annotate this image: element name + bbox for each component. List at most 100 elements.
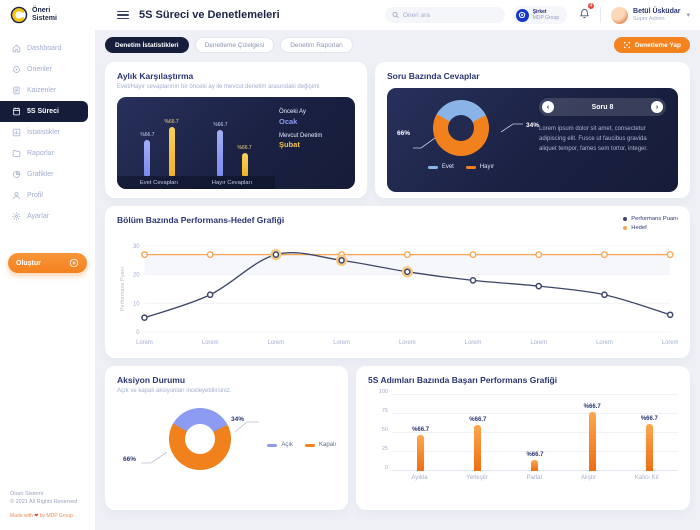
- x-tick-label: Lorem: [202, 340, 219, 346]
- sidebar-item-label: Profil: [27, 192, 43, 199]
- notification-badge: 4: [587, 2, 596, 10]
- x-tick-label: Lorem: [399, 340, 416, 346]
- sidebar-item-label: Öneriler: [27, 66, 52, 73]
- steps-x-axis: Ayıkla Yerleştir Parlat Alıştır Kalıcı Kıl: [392, 475, 678, 481]
- x-tick-label: Alıştır: [580, 475, 597, 481]
- monthly-comparison-card: Aylık Karşılaştırma Evet/Hayır cevapları…: [105, 62, 367, 198]
- prev-question-button[interactable]: ‹: [542, 101, 554, 113]
- create-button[interactable]: Oluştur: [8, 253, 87, 273]
- user-info: Betül Üsküdar Super Admin: [633, 8, 680, 23]
- bar: [645, 423, 653, 471]
- sidebar-item-label: Kaizenler: [27, 87, 57, 94]
- bell-icon: [580, 8, 589, 19]
- x-tick-label: Lorem: [333, 340, 350, 346]
- bar-Ocak: %66.7: [213, 122, 228, 176]
- bar: [168, 127, 175, 176]
- company-selector[interactable]: Şirket MDP Group: [512, 6, 568, 24]
- bar: [588, 411, 596, 471]
- y-tick-label: 50: [381, 427, 388, 433]
- bar-value-label: %66.7: [526, 452, 544, 459]
- legend-item-acik: Açık: [267, 442, 293, 448]
- search-input[interactable]: [402, 11, 498, 19]
- app-logo[interactable]: Öneri Sistemi: [0, 6, 95, 24]
- legend-swatch: [623, 226, 628, 231]
- monthly-card-subtitle: Evet/Hayır cevaplarının bir önceki ay il…: [117, 84, 320, 90]
- bar-ayıkla: %66.7: [412, 427, 429, 471]
- hamburger-icon[interactable]: [117, 10, 129, 20]
- monthly-chart-panel: %66.7 %66.7 %66.7 %66.7 Evet Cevapları Hayı…: [117, 97, 355, 189]
- bar-Şubat: %66.7: [165, 119, 179, 176]
- bar-value-label: %66.7: [469, 417, 487, 424]
- gridline: [392, 451, 678, 452]
- sidebar: Dashboard Öneriler Kaizenler 5S Süreci İstat…: [0, 30, 95, 530]
- legend-item-evet: Evet: [427, 164, 454, 170]
- sidebar-item-grafikler[interactable]: Grafikler: [0, 164, 95, 185]
- person-icon: [13, 192, 20, 200]
- performance-card-title: Bölüm Bazında Performans-Hedef Grafiği: [117, 215, 285, 225]
- steps-bar-chart: 0 25 50 75 100 %66.7 %66.7 %66.7 %66.7 %66.7 Ayık…: [368, 389, 678, 481]
- x-tick-label: Yerleştir: [466, 475, 488, 481]
- kapali-swatch: [304, 443, 315, 447]
- x-tick-label: Ayıkla: [411, 475, 428, 481]
- x-tick-label: Lorem: [465, 340, 482, 346]
- notifications-button[interactable]: 4: [579, 2, 596, 24]
- action-card-title: Aksiyon Durumu: [117, 375, 186, 385]
- sidebar-item-label: Raporlar: [27, 150, 54, 157]
- sidebar-item-5s-süreci[interactable]: 5S Süreci: [0, 101, 88, 122]
- question-answers-card: Soru Bazında Cevaplar 66% 34% Evet: [375, 62, 690, 198]
- question-donut-area: 66% 34% Evet Hayır: [397, 96, 539, 184]
- target-point: [535, 251, 543, 259]
- chevron-down-icon[interactable]: ▾: [686, 12, 690, 19]
- sidebar-item-kaizenler[interactable]: Kaizenler: [0, 80, 95, 101]
- sidebar-item-profil[interactable]: Profil: [0, 185, 95, 206]
- target-icon: [13, 66, 20, 73]
- next-question-button[interactable]: ›: [651, 101, 663, 113]
- tab-denetleme-çizelgesi[interactable]: Denetleme Çizelgesi: [194, 37, 275, 53]
- document-icon: [13, 86, 20, 95]
- current-audit-label: Mevcut Denetim: [279, 132, 323, 139]
- bar-alıştır: %66.7: [584, 404, 601, 471]
- question-chart-panel: 66% 34% Evet Hayır: [387, 88, 678, 192]
- tab-group: Denetim İstatistikleri Denetleme Çizelges…: [105, 37, 359, 53]
- action-legend: Açık Kapalı: [267, 442, 336, 448]
- sidebar-item-raporlar[interactable]: Raporlar: [0, 143, 95, 164]
- sidebar-item-label: Dashboard: [27, 45, 62, 52]
- bar-value-label: %66.7: [140, 132, 155, 139]
- target-point: [403, 251, 411, 259]
- search-icon: [392, 11, 399, 18]
- action-card-subtitle: Açık ve kapalı aksiyonları inceleyebilir…: [117, 388, 232, 394]
- header-divider: [600, 7, 602, 23]
- search-bar[interactable]: [384, 7, 505, 23]
- gear-icon: [12, 212, 21, 221]
- tab-denetim-raporları[interactable]: Denetim Raporları: [280, 37, 353, 53]
- target-point: [469, 251, 477, 259]
- legend-swatch: [623, 217, 628, 222]
- monthly-info: Önceki Ay Ocak Mevcut Denetim Şubat: [275, 97, 355, 189]
- page-title: 5S Süreci ve Denetlemeleri: [139, 9, 280, 21]
- question-description: Lorem ipsum dolor sit amet, consectetur …: [539, 126, 648, 152]
- header: Öneri Sistemi 5S Süreci ve Denetlemeleri…: [0, 0, 700, 30]
- audit-button-label: Denetleme Yap: [634, 41, 681, 49]
- sidebar-item-label: Grafikler: [27, 171, 54, 178]
- heart-icon: ❤: [34, 512, 39, 519]
- x-tick-label: Lorem: [662, 340, 678, 346]
- avatar[interactable]: [611, 6, 629, 24]
- tab-denetim-i̇statistikleri[interactable]: Denetim İstatistikleri: [105, 37, 189, 53]
- sidebar-item-dashboard[interactable]: Dashboard: [0, 38, 95, 59]
- current-audit-value: Şubat: [279, 140, 300, 150]
- bar: [417, 434, 425, 471]
- performance-point: [141, 314, 148, 322]
- footer-credit: Made with ❤ by MDP Group: [10, 512, 73, 519]
- audit-button[interactable]: Denetleme Yap: [613, 37, 690, 53]
- target-point: [601, 251, 608, 259]
- clipboard-icon: [13, 107, 20, 116]
- prev-month-value: Ocak: [279, 116, 298, 126]
- performance-target-card: Bölüm Bazında Performans-Hedef Grafiği P…: [105, 206, 690, 358]
- bar: [241, 152, 248, 176]
- sidebar-item-ayarlar[interactable]: Ayarlar: [0, 206, 95, 227]
- sidebar-item-öneriler[interactable]: Öneriler: [0, 59, 95, 80]
- prev-month-label: Önceki Ay: [279, 109, 306, 115]
- sidebar-item-i̇statistikler[interactable]: İstatistikler: [0, 122, 95, 143]
- performance-legend: Performans Puanı Hedef: [623, 215, 678, 232]
- y-tick-label: 10: [133, 302, 140, 308]
